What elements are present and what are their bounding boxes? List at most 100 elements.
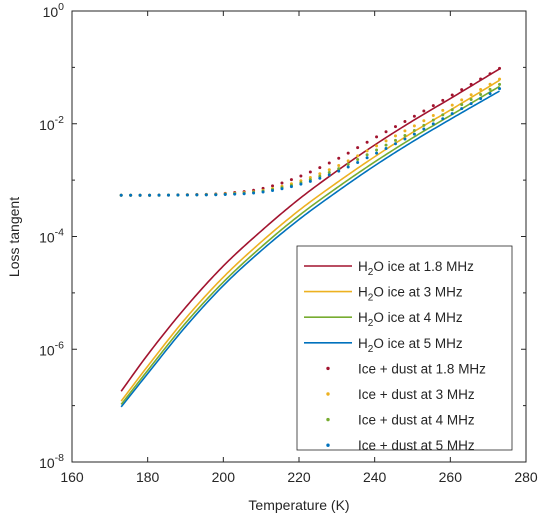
data-point: [431, 104, 435, 108]
data-point: [450, 93, 454, 97]
data-point: [412, 128, 416, 132]
data-point: [384, 146, 388, 150]
y-tick-label: 100: [43, 1, 65, 20]
data-point: [393, 125, 397, 129]
data-point: [356, 158, 360, 162]
data-point: [365, 149, 369, 153]
data-point: [280, 181, 284, 185]
data-point: [176, 193, 180, 197]
data-point: [346, 159, 350, 163]
data-point: [318, 172, 322, 176]
data-point: [441, 117, 445, 121]
data-point: [129, 193, 133, 197]
data-point: [469, 102, 473, 106]
data-point: [356, 154, 360, 158]
data-point: [403, 133, 407, 137]
data-point: [214, 193, 218, 197]
data-point: [431, 122, 435, 126]
data-point: [223, 192, 227, 196]
data-point: [299, 174, 303, 178]
data-point: [403, 137, 407, 141]
data-point: [138, 193, 142, 197]
x-tick-label: 160: [60, 469, 84, 485]
data-point: [261, 190, 265, 194]
data-point: [384, 143, 388, 147]
data-point: [450, 108, 454, 112]
data-point: [469, 93, 473, 97]
y-tick-label: 10-4: [39, 227, 64, 246]
data-point: [346, 151, 350, 155]
data-point: [488, 87, 492, 91]
legend-swatch-ice-dust-at-1-8-mhz: [326, 366, 330, 371]
legend-label-h2o-ice-at-1-8-mhz: H2O ice at 1.8 MHz: [358, 259, 474, 278]
data-point: [356, 146, 360, 150]
series-layer: [119, 66, 502, 408]
data-point: [356, 160, 360, 164]
data-point: [271, 184, 275, 188]
data-point: [412, 132, 416, 136]
data-point: [337, 169, 341, 173]
x-tick-label: 240: [363, 469, 387, 485]
data-point: [271, 189, 275, 193]
data-point: [422, 127, 426, 131]
x-tick-label: 200: [212, 469, 236, 485]
data-point: [479, 92, 483, 96]
legend-box: [296, 245, 513, 451]
data-point: [148, 193, 152, 197]
series-line-h2o-ice-at-5-mhz: [120, 90, 500, 408]
legend-label-ice-dust-at-4-mhz: Ice + dust at 4 MHz: [358, 413, 475, 428]
data-point: [308, 170, 312, 174]
series-points-ice-dust-at-5-mhz: [119, 87, 502, 197]
data-point: [384, 130, 388, 134]
legend: H2O ice at 1.8 MHz H2O ice at 3 MHz H2O ic…: [296, 245, 513, 453]
data-point: [327, 173, 331, 177]
data-point: [422, 119, 426, 123]
legend-label-ice-dust-at-3-mhz: Ice + dust at 3 MHz: [358, 387, 475, 402]
data-point: [280, 187, 284, 191]
data-point: [308, 175, 312, 179]
y-tick-label: 10-6: [39, 339, 64, 358]
data-point: [460, 98, 464, 102]
legend-swatch-ice-dust-at-5-mhz: [326, 443, 330, 447]
legend-swatch-ice-dust-at-3-mhz: [326, 392, 330, 396]
data-point: [195, 193, 199, 197]
data-point: [460, 88, 464, 92]
data-point: [337, 167, 341, 171]
x-axis-label: Temperature (K): [248, 497, 349, 513]
data-point: [498, 87, 502, 91]
data-point: [479, 97, 483, 101]
data-point: [441, 98, 445, 102]
y-tick-label: 10-2: [39, 114, 64, 133]
legend-label-ice-dust-at-5-mhz: Ice + dust at 5 MHz: [358, 438, 475, 453]
x-tick-label: 280: [514, 469, 538, 485]
data-point: [365, 140, 369, 144]
data-point: [375, 135, 379, 139]
data-point: [242, 192, 246, 196]
data-point: [412, 124, 416, 128]
series-line-h2o-ice-at-1-8-mhz: [120, 68, 500, 392]
data-point: [299, 182, 303, 186]
data-point: [469, 82, 473, 86]
y-tick-label: 10-8: [39, 452, 64, 471]
data-point: [469, 98, 473, 102]
data-point: [252, 191, 256, 195]
data-point: [431, 114, 435, 118]
data-point: [441, 113, 445, 117]
data-point: [422, 123, 426, 127]
data-point: [166, 193, 170, 197]
data-point: [412, 114, 416, 118]
data-point: [185, 193, 189, 197]
series-line-h2o-ice-at-3-mhz: [120, 79, 500, 402]
legend-label-h2o-ice-at-3-mhz: H2O ice at 3 MHz: [358, 285, 463, 304]
data-point: [498, 66, 502, 70]
x-tick-label: 260: [439, 469, 463, 485]
data-point: [327, 161, 331, 165]
data-point: [403, 119, 407, 123]
data-point: [119, 193, 123, 197]
data-point: [375, 151, 379, 155]
data-point: [346, 162, 350, 166]
data-point: [488, 72, 492, 76]
data-point: [375, 144, 379, 148]
data-point: [460, 103, 464, 107]
data-point: [289, 185, 293, 189]
